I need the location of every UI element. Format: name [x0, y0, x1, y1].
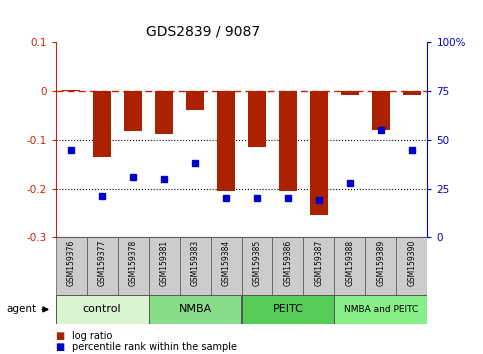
Bar — [155, 91, 173, 134]
Bar — [242, 295, 334, 324]
Bar — [56, 295, 149, 324]
Text: ■: ■ — [56, 331, 65, 341]
Text: control: control — [83, 304, 121, 314]
Text: log ratio: log ratio — [72, 331, 113, 341]
Text: NMBA and PEITC: NMBA and PEITC — [344, 305, 418, 314]
Bar — [149, 237, 180, 296]
Text: GSM159376: GSM159376 — [67, 240, 75, 286]
Text: GDS2839 / 9087: GDS2839 / 9087 — [146, 25, 260, 39]
Bar — [310, 91, 328, 215]
Text: GSM159389: GSM159389 — [376, 240, 385, 286]
Bar — [124, 91, 142, 131]
Bar — [217, 91, 235, 191]
Text: GSM159384: GSM159384 — [222, 240, 230, 286]
Bar — [242, 237, 272, 296]
Text: GSM159381: GSM159381 — [159, 240, 169, 286]
Text: GSM159385: GSM159385 — [253, 240, 261, 286]
Bar — [366, 237, 397, 296]
Bar — [117, 237, 149, 296]
Text: GSM159383: GSM159383 — [190, 240, 199, 286]
Text: ■: ■ — [56, 342, 65, 352]
Text: GSM159390: GSM159390 — [408, 240, 416, 286]
Bar — [149, 295, 242, 324]
Bar — [372, 91, 390, 130]
Bar — [279, 91, 297, 191]
Bar — [272, 237, 303, 296]
Bar — [56, 237, 86, 296]
Bar — [211, 237, 242, 296]
Bar — [86, 237, 117, 296]
Text: NMBA: NMBA — [178, 304, 212, 314]
Bar — [248, 91, 266, 147]
Text: GSM159387: GSM159387 — [314, 240, 324, 286]
Bar — [334, 295, 427, 324]
Bar — [334, 237, 366, 296]
Bar — [186, 91, 204, 110]
Text: PEITC: PEITC — [272, 304, 303, 314]
Bar — [303, 237, 334, 296]
Text: percentile rank within the sample: percentile rank within the sample — [72, 342, 238, 352]
Text: agent: agent — [6, 304, 36, 314]
Bar — [62, 90, 80, 91]
Text: GSM159388: GSM159388 — [345, 240, 355, 286]
Bar — [180, 237, 211, 296]
Text: GSM159377: GSM159377 — [98, 240, 107, 286]
Bar — [93, 91, 112, 157]
Bar — [397, 237, 427, 296]
Text: GSM159386: GSM159386 — [284, 240, 293, 286]
Text: GSM159378: GSM159378 — [128, 240, 138, 286]
Bar — [403, 91, 421, 95]
Bar — [341, 91, 359, 95]
